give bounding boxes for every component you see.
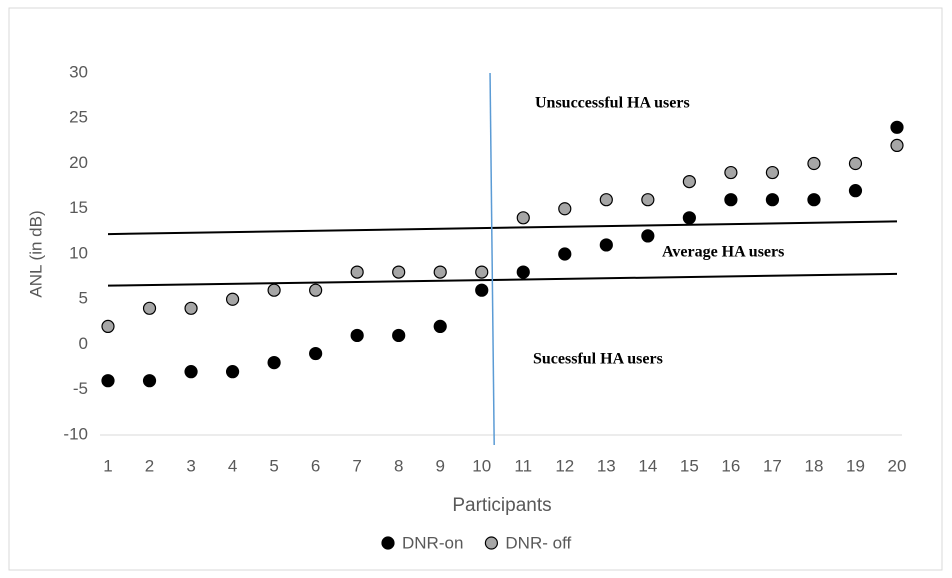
x-tick-label: 10 xyxy=(472,456,491,475)
point xyxy=(682,211,696,225)
point xyxy=(475,283,489,297)
point xyxy=(101,319,115,333)
point xyxy=(558,202,572,216)
x-axis-label: Participants xyxy=(452,495,551,516)
point xyxy=(433,319,447,333)
frame xyxy=(8,7,943,571)
x-tick-label: 14 xyxy=(638,456,657,475)
x-tick-label: 6 xyxy=(311,456,320,475)
point xyxy=(724,165,738,180)
point xyxy=(599,193,613,207)
annotation: Average HA users xyxy=(662,244,784,261)
reference-line xyxy=(107,272,898,287)
point xyxy=(765,193,780,207)
point xyxy=(599,238,613,252)
point xyxy=(516,265,530,279)
point xyxy=(890,120,904,134)
point xyxy=(848,156,863,171)
point xyxy=(309,346,323,361)
y-axis-label: ANL (in dB) xyxy=(26,210,45,297)
legend-swatch xyxy=(484,536,499,550)
point xyxy=(724,193,738,207)
x-tick-label: 7 xyxy=(352,456,361,475)
point xyxy=(101,374,115,388)
vertical-line xyxy=(489,72,495,446)
point xyxy=(558,247,572,261)
x-tick-label: 13 xyxy=(597,456,616,475)
annotation: Unsuccessful HA users xyxy=(535,95,690,112)
x-tick-label: 4 xyxy=(228,456,237,475)
point xyxy=(890,138,904,152)
x-tick-label: 20 xyxy=(888,456,907,475)
point xyxy=(765,165,780,180)
point xyxy=(516,211,530,225)
x-tick-label: 11 xyxy=(514,456,532,475)
y-tick-label: 30 xyxy=(69,62,88,81)
point xyxy=(309,283,323,297)
point xyxy=(433,265,447,279)
y-tick-label: 0 xyxy=(79,334,88,353)
x-tick-label: 5 xyxy=(269,456,278,475)
point xyxy=(225,365,240,379)
point xyxy=(267,283,281,297)
point xyxy=(807,193,821,207)
point xyxy=(142,301,157,315)
y-tick-label: 5 xyxy=(79,289,88,308)
point xyxy=(142,374,157,388)
x-tick-label: 8 xyxy=(394,456,403,475)
x-tick-label: 15 xyxy=(680,456,699,475)
y-tick-label: 25 xyxy=(69,108,88,127)
point xyxy=(225,292,240,306)
point xyxy=(475,265,489,279)
legend-label: DNR- off xyxy=(505,533,571,552)
x-tick-label: 3 xyxy=(186,456,195,475)
point xyxy=(350,328,364,343)
point xyxy=(392,328,406,343)
x-tick-label: 9 xyxy=(435,456,444,475)
legend-label: DNR-on xyxy=(402,533,463,552)
y-tick-label: 15 xyxy=(69,198,88,217)
point xyxy=(807,156,821,171)
y-tick-label: 10 xyxy=(69,243,88,262)
point xyxy=(848,184,863,198)
y-tick-label: 20 xyxy=(69,153,88,172)
x-tick-label: 1 xyxy=(103,456,112,475)
point xyxy=(184,365,198,379)
x-tick-label: 18 xyxy=(804,456,823,475)
annotation: Sucessful HA users xyxy=(533,351,663,368)
point xyxy=(641,229,655,243)
x-tick-label: 16 xyxy=(721,456,740,475)
y-tick-label: -10 xyxy=(63,424,88,443)
x-tick-label: 17 xyxy=(763,456,782,475)
point xyxy=(641,193,655,207)
x-tick-label: 2 xyxy=(145,456,154,475)
legend-swatch xyxy=(381,536,395,550)
y-tick-label: -5 xyxy=(73,379,88,398)
x-tick-label: 19 xyxy=(846,456,865,475)
point xyxy=(184,301,198,315)
x-tick-label: 12 xyxy=(555,456,574,475)
point xyxy=(350,265,364,279)
point xyxy=(682,175,696,189)
point xyxy=(267,356,281,370)
point xyxy=(392,265,406,279)
reference-line xyxy=(107,220,898,236)
